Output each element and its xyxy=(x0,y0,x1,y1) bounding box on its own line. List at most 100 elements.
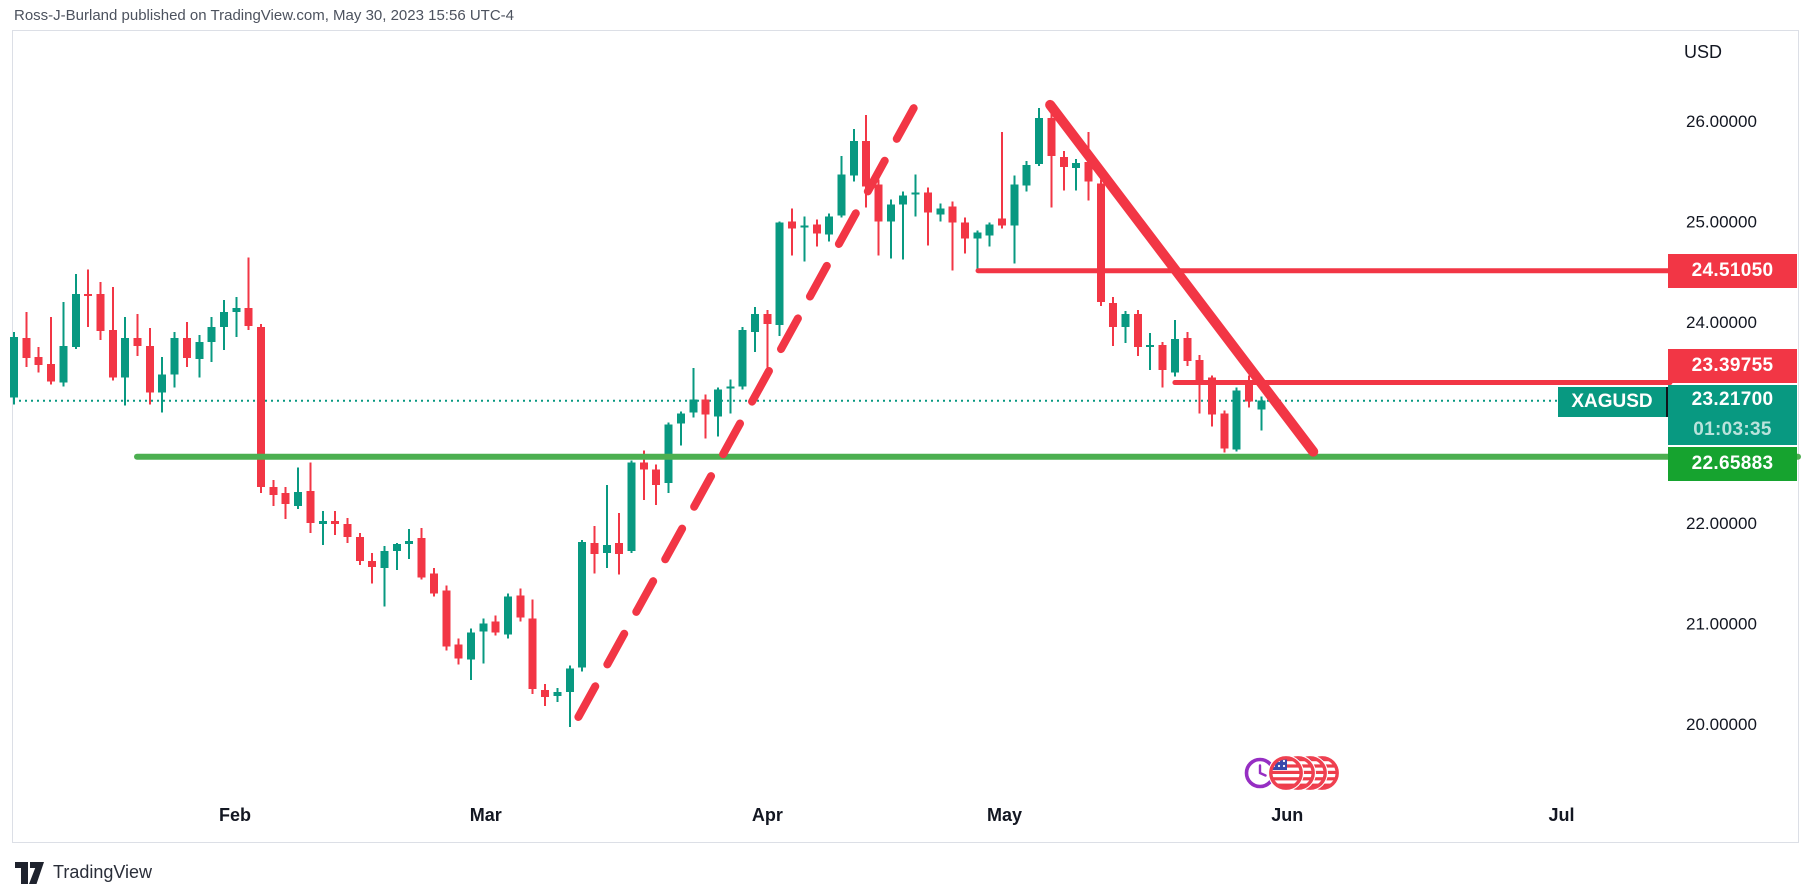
candle-wick xyxy=(1050,112,1053,208)
down-candle xyxy=(145,346,154,393)
candle-wick xyxy=(692,368,695,418)
candle-wick xyxy=(1075,159,1078,191)
up-candle xyxy=(627,462,636,552)
symbol-label-badge[interactable]: XAGUSD xyxy=(1558,387,1668,417)
down-candle xyxy=(368,561,377,568)
down-candle xyxy=(96,293,105,332)
y-axis-label: 26.00000 xyxy=(1686,112,1757,131)
up-candle xyxy=(1232,390,1241,450)
publish-caption: Ross-J-Burland published on TradingView.… xyxy=(14,7,514,24)
up-candle xyxy=(751,313,759,333)
support-price-badge[interactable]: 22.65883 xyxy=(1668,446,1797,481)
candle-wick xyxy=(729,379,732,414)
candle-wick xyxy=(247,257,250,331)
candle-wick xyxy=(568,665,571,728)
up-candle xyxy=(1022,165,1031,186)
candle-wick xyxy=(297,467,300,509)
down-candle xyxy=(1096,183,1105,302)
down-candle xyxy=(960,222,969,239)
up-candle xyxy=(985,224,994,236)
candle-wick xyxy=(704,394,707,439)
up-candle xyxy=(553,691,562,696)
x-axis-label: Apr xyxy=(752,805,783,825)
x-axis-label: Feb xyxy=(219,805,251,825)
down-candle xyxy=(22,338,31,359)
candle-wick xyxy=(383,546,386,607)
up-candle xyxy=(479,623,488,632)
down-candle xyxy=(1133,313,1142,348)
x-axis-label: Mar xyxy=(470,805,502,825)
candle-wick xyxy=(1124,310,1127,344)
tradingview-logo[interactable]: TradingView xyxy=(14,858,152,886)
candle-wick xyxy=(1149,333,1152,371)
down-candle xyxy=(948,206,957,223)
candle-wick xyxy=(371,553,374,584)
down-candle xyxy=(874,184,883,222)
up-candle xyxy=(318,520,327,525)
x-axis-label: May xyxy=(987,805,1022,825)
y-axis-label: 25.00000 xyxy=(1686,213,1757,232)
up-candle xyxy=(71,293,80,348)
down-candle xyxy=(343,524,352,538)
candle-wick xyxy=(976,230,979,270)
y-axis-label: 22.00000 xyxy=(1686,514,1757,533)
down-candle xyxy=(182,338,191,359)
economic-events-markers[interactable] xyxy=(1243,751,1343,795)
candle-wick xyxy=(1260,396,1263,431)
up-candle xyxy=(232,307,241,312)
candle-wick xyxy=(62,301,65,387)
up-candle xyxy=(911,192,920,195)
down-candle xyxy=(84,293,93,296)
down-candle xyxy=(763,313,772,325)
down-candle xyxy=(788,221,797,229)
up-candle xyxy=(1121,313,1130,328)
down-candle xyxy=(1245,382,1253,402)
tradingview-logo-icon xyxy=(15,862,44,884)
candle-wick xyxy=(951,201,954,271)
down-candle xyxy=(1183,338,1192,362)
ascending-dashed-trendline[interactable] xyxy=(574,82,930,721)
up-candle xyxy=(1035,117,1044,165)
candle-wick xyxy=(766,309,769,371)
up-candle xyxy=(676,413,685,424)
up-candle xyxy=(664,424,673,483)
up-candle xyxy=(121,338,130,378)
up-candle xyxy=(689,399,698,413)
x-axis-label: Jun xyxy=(1271,805,1303,825)
up-candle xyxy=(738,330,747,387)
y-axis-label: 24.00000 xyxy=(1686,313,1757,332)
x-axis-label: Jul xyxy=(1548,805,1574,825)
candle-wick xyxy=(87,269,90,328)
resistance-upper-price-badge[interactable]: 24.51050 xyxy=(1668,253,1797,288)
current-price-value: 23.21700 xyxy=(1691,388,1774,410)
candle-wick xyxy=(395,543,398,571)
candle-wick xyxy=(136,313,139,357)
up-candle xyxy=(602,545,611,554)
up-candle xyxy=(1146,345,1155,348)
resistance-lower-price-badge[interactable]: 23.39755 xyxy=(1668,348,1797,383)
down-candle xyxy=(491,621,500,633)
down-candle xyxy=(331,520,340,525)
down-candle xyxy=(1109,302,1118,328)
down-candle xyxy=(108,330,117,378)
clock-icon xyxy=(1243,756,1277,790)
down-candle xyxy=(590,543,599,555)
down-candle xyxy=(454,644,463,659)
down-candle xyxy=(923,192,932,213)
down-candle xyxy=(862,141,871,187)
down-candle xyxy=(701,399,710,415)
down-candle xyxy=(1158,345,1167,371)
down-candle xyxy=(998,218,1006,226)
up-candle xyxy=(899,195,908,205)
current-price-badge[interactable]: 23.21700 01:03:35 xyxy=(1668,384,1797,445)
up-candle xyxy=(294,491,303,506)
candle-wick xyxy=(914,174,917,217)
up-candle xyxy=(207,327,216,343)
candle-wick xyxy=(889,199,892,259)
candle-wick xyxy=(642,450,645,500)
candle-wick xyxy=(679,411,682,446)
descending-solid-trendline[interactable] xyxy=(1045,99,1319,457)
candle-wick xyxy=(902,191,905,260)
tradingview-logo-text: TradingView xyxy=(53,861,153,882)
